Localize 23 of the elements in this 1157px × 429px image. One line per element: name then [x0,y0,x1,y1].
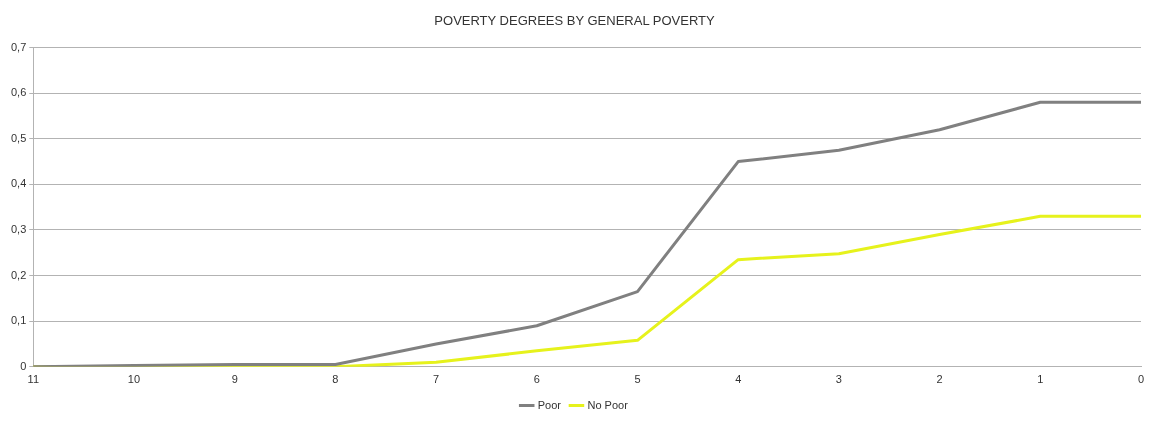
y-tick-label: 0,7 [10,40,27,53]
x-tick-label: 7 [433,373,440,386]
y-tick-label: 0 [20,359,27,372]
legend-label: Poor [537,398,562,411]
x-tick-label: 9 [231,373,238,386]
x-tick-label: 6 [533,373,540,386]
y-tick-label: 0,1 [10,314,27,327]
y-tick-label: 0,5 [10,131,27,144]
x-tick-label: 11 [27,373,39,386]
legend-label: No Poor [587,398,629,411]
x-tick-label: 2 [936,373,943,386]
x-tick-label: 10 [127,373,141,386]
y-tick-label: 0,4 [10,177,27,190]
y-tick-label: 0,6 [10,86,27,99]
x-tick-label: 4 [735,373,742,386]
y-tick-label: 0,3 [10,223,27,236]
x-tick-label: 3 [835,373,842,386]
x-tick-label: 8 [332,373,339,386]
x-tick-label: 5 [634,373,641,386]
x-tick-label: 0 [1137,373,1145,386]
chart-title: POVERTY DEGREES BY GENERAL POVERTY [434,13,715,29]
y-tick-label: 0,2 [10,268,27,281]
x-tick-label: 1 [1037,373,1044,386]
